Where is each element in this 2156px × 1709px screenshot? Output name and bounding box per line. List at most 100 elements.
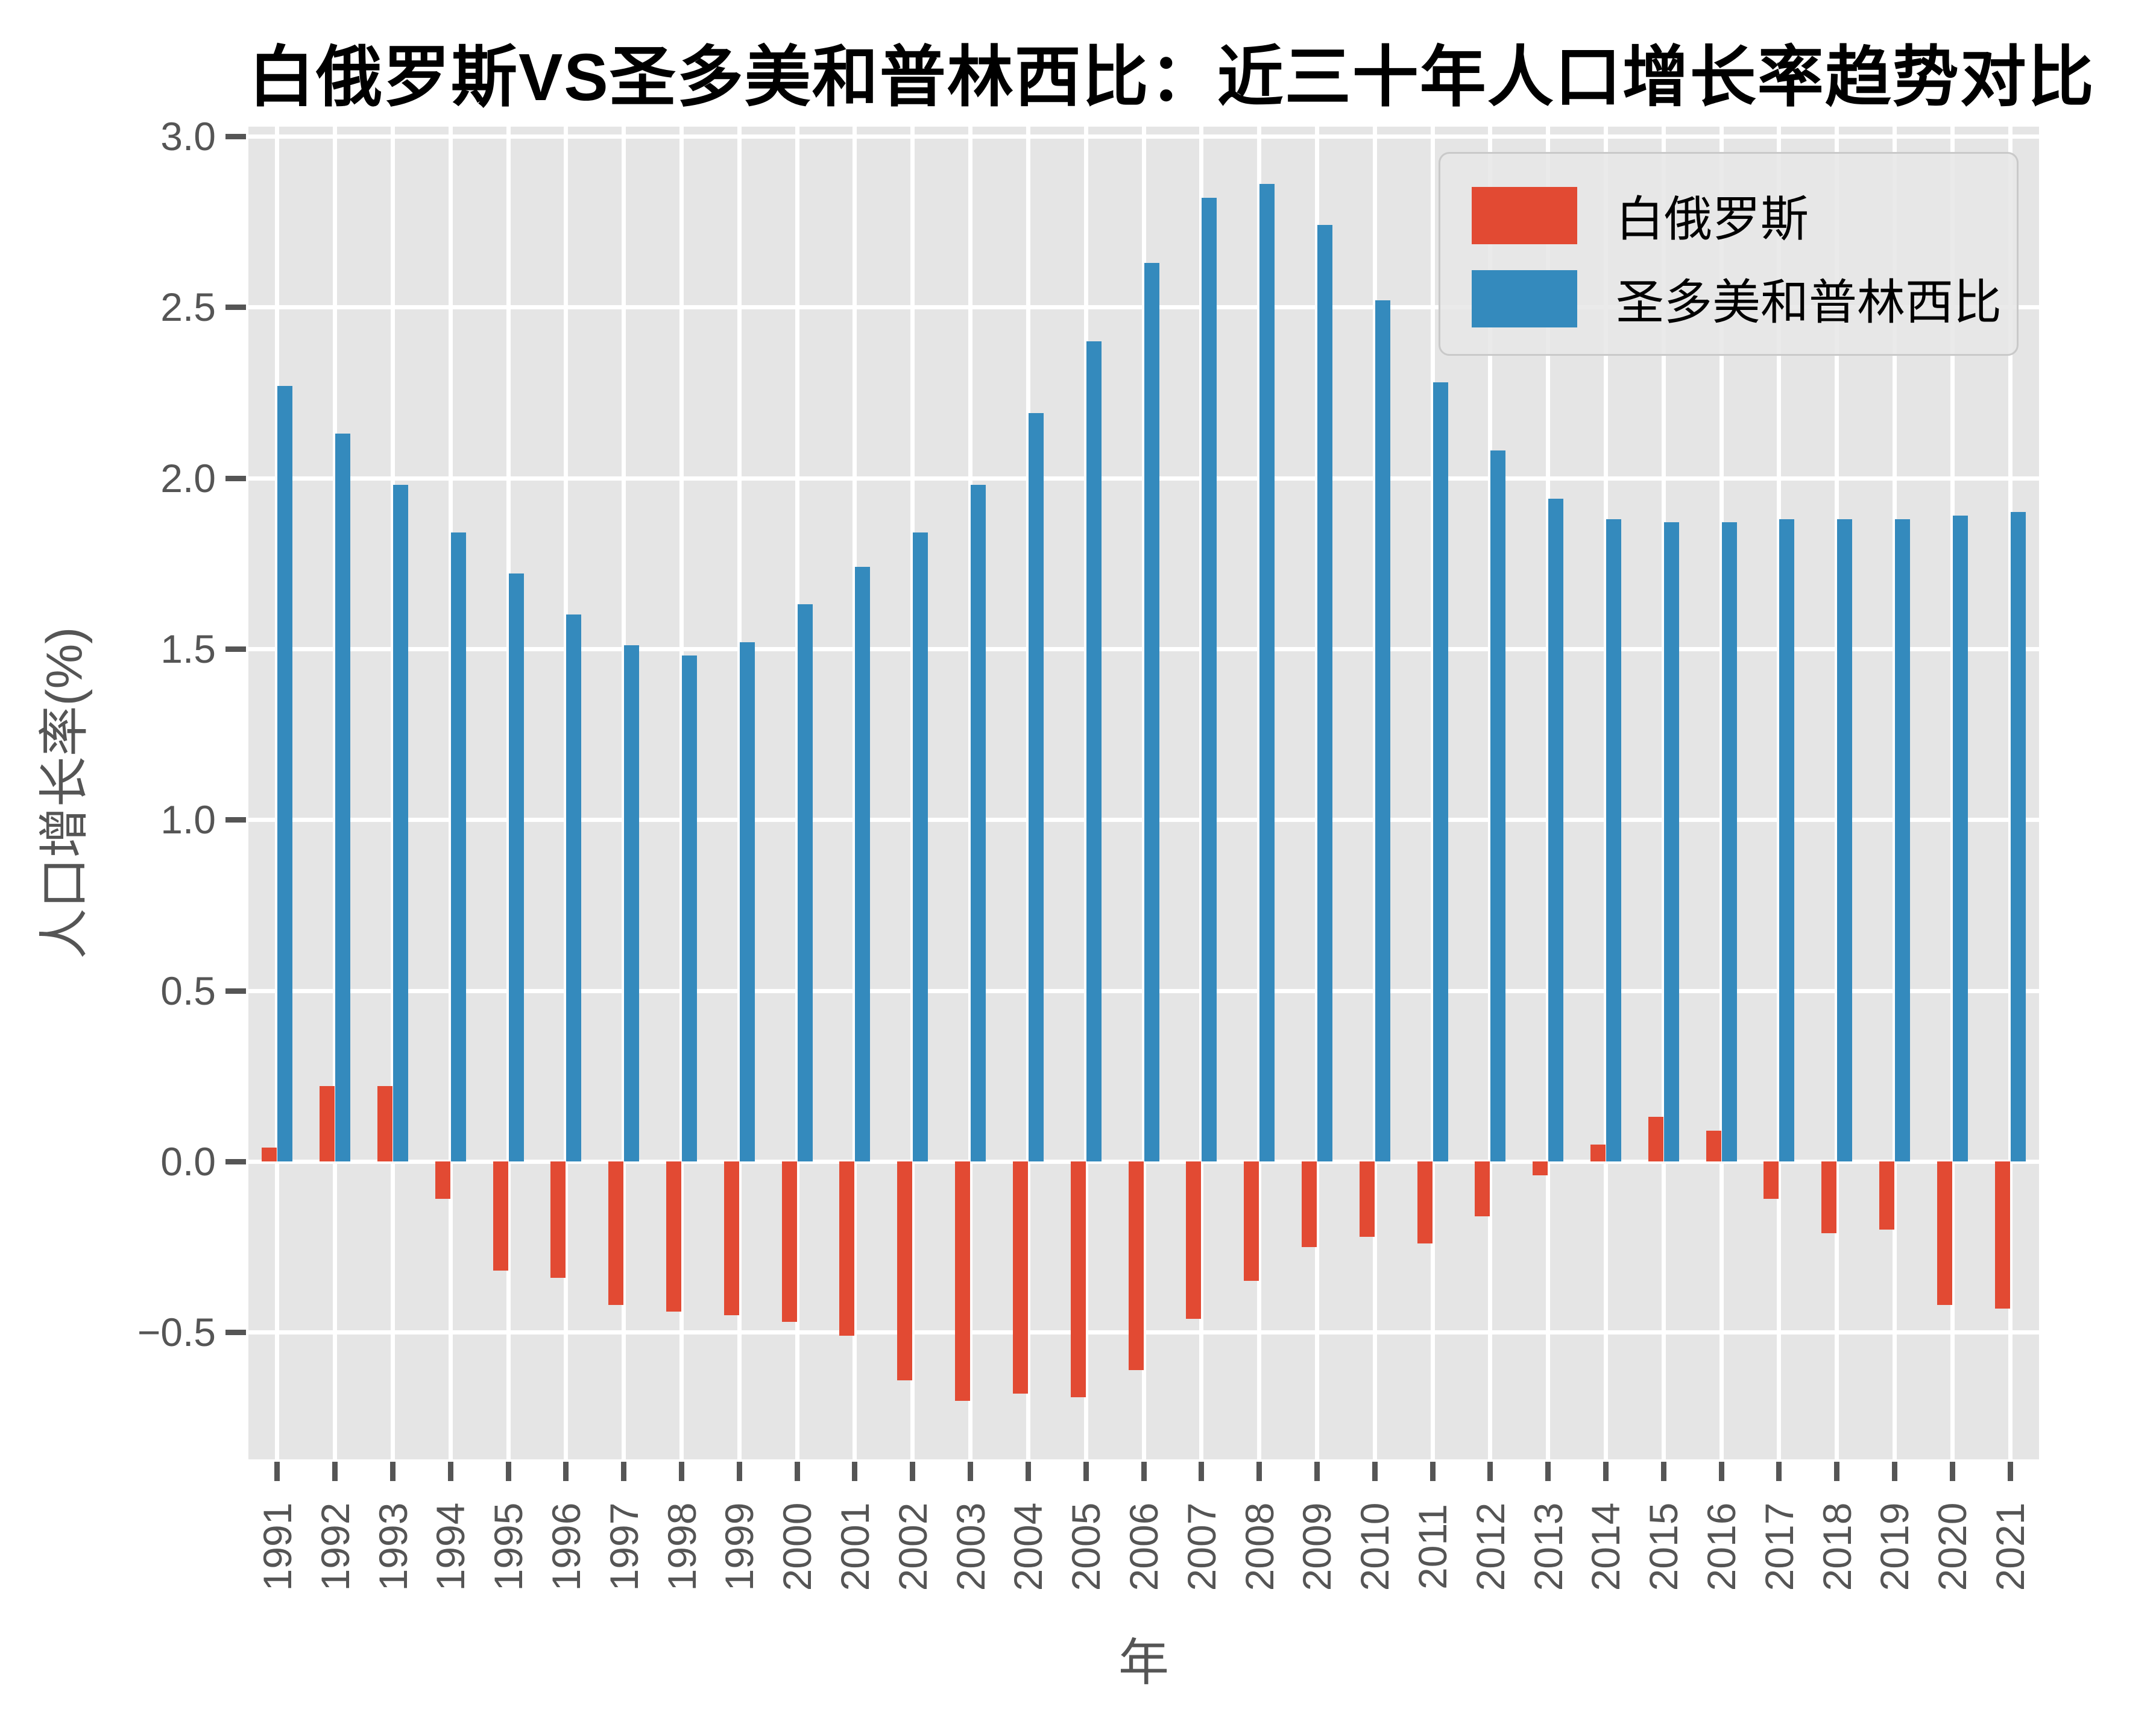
v-gridline-2020 <box>1950 127 1955 1459</box>
x-tick-mark-2004 <box>1025 1462 1031 1481</box>
v-gridline-2018 <box>1835 127 1839 1459</box>
bar-belarus-2018 <box>1821 1161 1837 1233</box>
y-tick-mark <box>225 1330 246 1336</box>
x-tick-label-1998: 1998 <box>659 1502 704 1591</box>
bar-belarus-1992 <box>320 1086 335 1161</box>
x-tick-label-2019: 2019 <box>1872 1502 1917 1591</box>
y-axis-label: 人口增长率(%) <box>36 627 93 959</box>
bar-belarus-2016 <box>1706 1130 1721 1161</box>
y-tick-label: −0.5 <box>137 1310 216 1355</box>
bar-sao-tome-2014 <box>1606 519 1621 1161</box>
x-tick-mark-2007 <box>1199 1462 1205 1481</box>
bar-sao-tome-2004 <box>1028 412 1044 1161</box>
bar-belarus-2011 <box>1417 1161 1433 1243</box>
bar-belarus-2017 <box>1764 1161 1779 1199</box>
bar-sao-tome-2018 <box>1837 519 1853 1161</box>
x-tick-mark-2013 <box>1545 1462 1551 1481</box>
y-tick-mark <box>225 646 246 652</box>
x-tick-mark-2003 <box>968 1462 974 1481</box>
v-gridline-2009 <box>1314 127 1319 1459</box>
bar-belarus-1996 <box>550 1161 566 1278</box>
y-tick-label: 2.5 <box>160 285 216 330</box>
x-tick-label-1992: 1992 <box>312 1502 358 1591</box>
legend: 白俄罗斯 圣多美和普林西比 <box>1439 152 2019 356</box>
bar-belarus-1998 <box>666 1161 682 1312</box>
bar-sao-tome-2002 <box>913 532 928 1161</box>
x-tick-label-2001: 2001 <box>832 1502 877 1591</box>
x-tick-mark-2005 <box>1083 1462 1089 1481</box>
bar-belarus-2021 <box>1994 1161 2010 1309</box>
v-gridline-1998 <box>679 127 684 1459</box>
x-tick-mark-1996 <box>563 1462 569 1481</box>
v-gridline-2012 <box>1488 127 1493 1459</box>
bar-sao-tome-1994 <box>450 532 466 1161</box>
bar-belarus-1994 <box>435 1161 450 1199</box>
v-gridline-2001 <box>853 127 857 1459</box>
y-tick-mark <box>225 305 246 311</box>
x-tick-label-1994: 1994 <box>428 1502 473 1591</box>
bar-belarus-1991 <box>262 1148 277 1161</box>
x-tick-label-2008: 2008 <box>1237 1502 1282 1591</box>
y-tick-mark <box>225 988 246 994</box>
x-tick-label-2017: 2017 <box>1756 1502 1801 1591</box>
y-tick-label: 2.0 <box>160 455 216 501</box>
bar-sao-tome-2001 <box>855 566 871 1161</box>
bar-sao-tome-2009 <box>1317 225 1332 1161</box>
y-tick-label: 3.0 <box>160 113 216 159</box>
bar-sao-tome-2015 <box>1663 522 1679 1161</box>
x-tick-mark-1993 <box>390 1462 396 1481</box>
v-gridline-2008 <box>1257 127 1262 1459</box>
bar-belarus-2020 <box>1937 1161 1952 1305</box>
y-tick-label: 1.5 <box>160 626 216 671</box>
y-tick-label: 0.5 <box>160 968 216 1013</box>
bar-belarus-2000 <box>781 1161 797 1322</box>
x-tick-mark-2010 <box>1372 1462 1378 1481</box>
x-tick-label-2011: 2011 <box>1410 1504 1455 1590</box>
v-gridline-2019 <box>1892 127 1897 1459</box>
x-tick-label-1995: 1995 <box>486 1502 531 1591</box>
bar-belarus-2013 <box>1533 1161 1548 1175</box>
bar-sao-tome-2006 <box>1144 262 1159 1161</box>
v-gridline-2006 <box>1141 127 1146 1459</box>
legend-swatch-belarus <box>1472 186 1577 244</box>
x-tick-label-2005: 2005 <box>1064 1502 1109 1591</box>
x-axis-label: 年 <box>1118 1634 1170 1691</box>
v-gridline-2003 <box>968 127 973 1459</box>
v-gridline-2021 <box>2008 127 2013 1459</box>
v-gridline-2014 <box>1603 127 1608 1459</box>
bar-sao-tome-1993 <box>393 484 409 1161</box>
v-gridline-2002 <box>910 127 915 1459</box>
bar-sao-tome-1995 <box>508 573 524 1161</box>
x-tick-label-1996: 1996 <box>543 1502 588 1591</box>
legend-item-sao-tome: 圣多美和普林西比 <box>1472 264 2017 333</box>
bar-belarus-2008 <box>1244 1161 1259 1281</box>
bar-belarus-1999 <box>723 1161 739 1315</box>
x-tick-label-2009: 2009 <box>1294 1502 1340 1591</box>
bar-sao-tome-2010 <box>1375 300 1390 1161</box>
x-tick-label-2020: 2020 <box>1930 1502 1975 1591</box>
x-tick-mark-2018 <box>1834 1462 1840 1481</box>
v-gridline-1994 <box>448 127 453 1459</box>
v-gridline-1997 <box>622 127 626 1459</box>
bar-belarus-2010 <box>1359 1161 1375 1237</box>
bar-belarus-2002 <box>897 1161 913 1380</box>
x-tick-label-2000: 2000 <box>775 1502 820 1591</box>
bar-sao-tome-2005 <box>1086 341 1102 1161</box>
x-tick-mark-2008 <box>1256 1462 1262 1481</box>
x-tick-label-1997: 1997 <box>601 1502 646 1591</box>
v-gridline-2004 <box>1026 127 1030 1459</box>
y-tick-mark <box>225 817 246 823</box>
bar-belarus-2012 <box>1475 1161 1490 1216</box>
x-tick-mark-2001 <box>852 1462 858 1481</box>
x-tick-label-2014: 2014 <box>1583 1502 1628 1591</box>
bar-belarus-1993 <box>377 1086 393 1161</box>
bar-sao-tome-2012 <box>1490 450 1506 1161</box>
bar-belarus-1997 <box>608 1161 624 1305</box>
x-tick-label-2016: 2016 <box>1699 1502 1744 1591</box>
bar-sao-tome-2021 <box>2010 512 2026 1161</box>
x-tick-mark-1994 <box>447 1462 453 1481</box>
bar-sao-tome-2020 <box>1952 515 1968 1161</box>
x-tick-mark-2015 <box>1660 1462 1666 1481</box>
bar-sao-tome-2011 <box>1433 382 1448 1161</box>
x-tick-mark-2014 <box>1603 1462 1609 1481</box>
